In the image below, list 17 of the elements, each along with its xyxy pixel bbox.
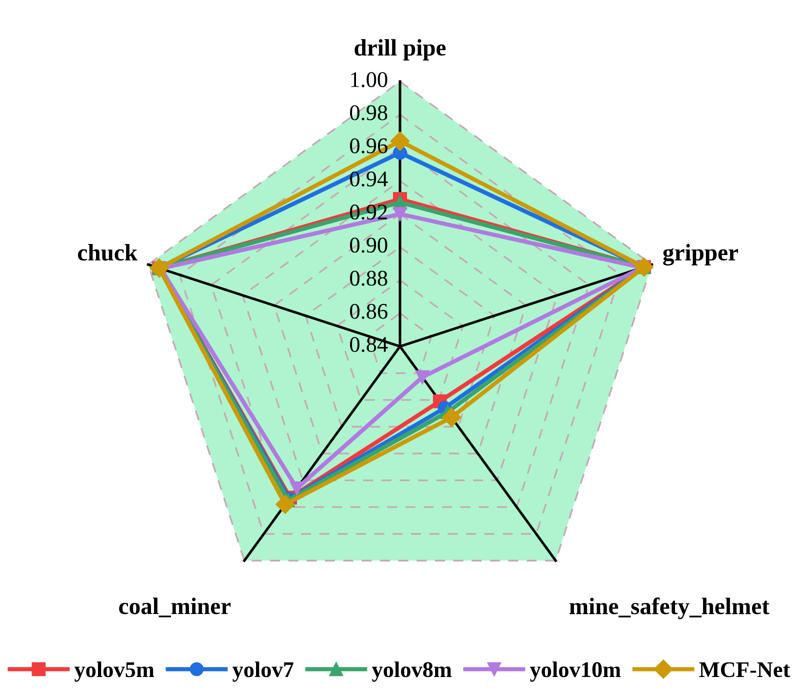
y-tick-label: 0.86: [350, 304, 388, 319]
y-tick-label: 0.96: [350, 138, 388, 154]
legend-label: MCF-Net: [699, 662, 790, 678]
y-tick-label: 1.00: [351, 72, 388, 88]
legend-label: yolov10m: [530, 662, 621, 682]
y-tick-label: 0.94: [350, 171, 388, 187]
y-tick-label: 0.88: [350, 270, 388, 286]
spoke-label: coal_miner: [119, 598, 231, 618]
spoke-label: gripper: [663, 244, 738, 266]
legend-label: yolov8m: [372, 662, 452, 682]
spoke-label: chuck: [78, 244, 138, 261]
y-tick-label: 0.90: [350, 238, 388, 253]
spoke-label: drill pipe: [354, 39, 446, 60]
spoke-label: mine_safety_helmet: [570, 597, 770, 620]
y-tick-label: 0.98: [350, 105, 388, 120]
legend-label: yolov7: [232, 662, 294, 682]
legend-label: yolov5m: [74, 662, 154, 682]
